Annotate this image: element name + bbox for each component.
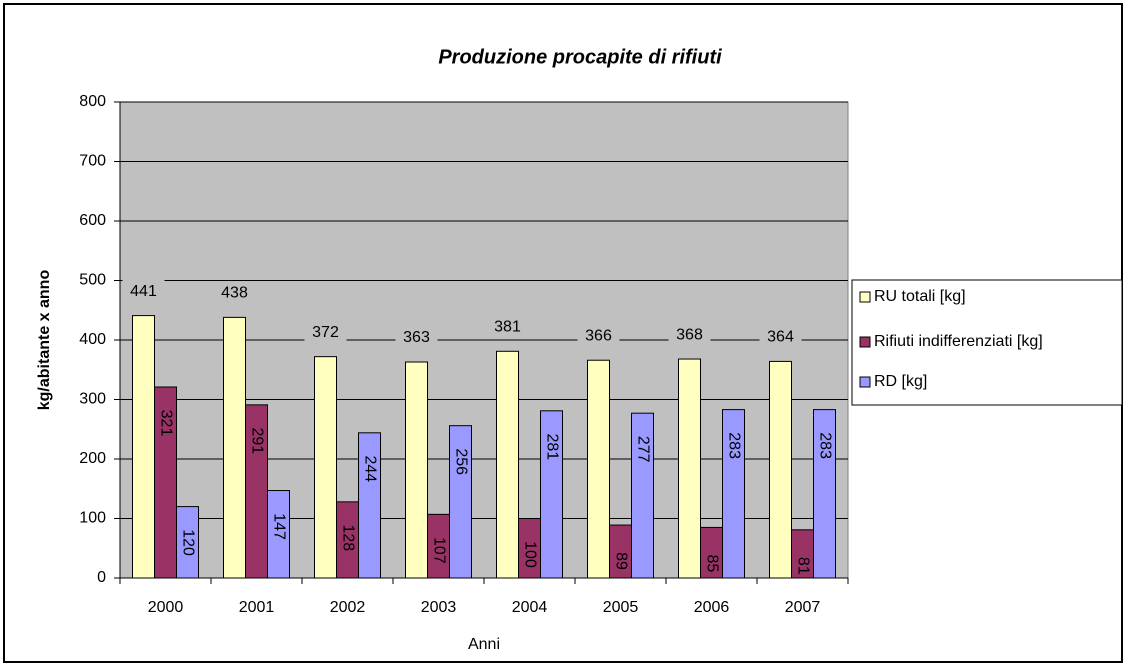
bar (678, 358, 701, 579)
x-tick-label: 2001 (239, 599, 275, 616)
bar (813, 409, 836, 579)
data-label: 381 (494, 319, 521, 336)
bar (631, 412, 654, 579)
data-label: 81 (794, 557, 811, 575)
legend-swatch (859, 376, 871, 388)
data-label: 120 (179, 529, 196, 556)
data-label: 368 (676, 326, 703, 343)
x-tick-label: 2002 (330, 599, 366, 616)
y-tick-label: 800 (79, 93, 106, 110)
y-tick-label: 200 (79, 450, 106, 467)
legend-label: Rifiuti indifferenziati [kg] (874, 333, 1043, 350)
data-label: 438 (221, 285, 248, 302)
y-tick-label: 100 (79, 510, 106, 527)
data-label: 100 (521, 541, 538, 568)
bar (154, 386, 177, 579)
data-label: 363 (403, 329, 430, 346)
data-label: 107 (430, 537, 447, 564)
legend-swatch (859, 336, 871, 348)
bar (358, 432, 381, 579)
data-label-background (395, 326, 438, 349)
x-axis-title: Anni (468, 636, 500, 653)
data-label: 244 (361, 455, 378, 482)
bar (132, 315, 155, 579)
data-label: 364 (767, 329, 794, 346)
legend-label: RU totali [kg] (874, 288, 966, 305)
x-tick-label: 2000 (148, 599, 184, 616)
legend-label: RD [kg] (874, 373, 927, 390)
data-label: 321 (157, 410, 174, 437)
data-label-background (304, 320, 347, 343)
data-label: 441 (130, 283, 157, 300)
y-tick-label: 400 (79, 331, 106, 348)
data-label: 372 (312, 324, 339, 341)
bar (769, 360, 792, 579)
x-tick-label: 2006 (694, 599, 730, 616)
data-label: 85 (703, 555, 720, 573)
y-tick-label: 0 (97, 569, 106, 586)
data-label: 277 (634, 436, 651, 463)
bar (405, 361, 428, 579)
bar (267, 490, 290, 579)
bar (176, 506, 199, 579)
data-label-background (577, 324, 620, 347)
bar (587, 359, 610, 579)
y-axis-title: kg/abitante x anno (36, 270, 53, 411)
data-label: 291 (248, 428, 265, 455)
data-label: 281 (543, 433, 560, 460)
data-label: 283 (725, 432, 742, 459)
x-tick-label: 2004 (512, 599, 548, 616)
data-label: 256 (452, 448, 469, 475)
chart-title: Produzione procapite di rifiuti (438, 46, 722, 68)
y-tick-label: 300 (79, 391, 106, 408)
data-label-background (486, 315, 529, 338)
data-label: 283 (816, 432, 833, 459)
y-tick-label: 600 (79, 212, 106, 229)
bar (449, 425, 472, 579)
legend-box (851, 279, 1123, 406)
data-label-background (122, 279, 165, 302)
x-tick-label: 2005 (603, 599, 639, 616)
data-label: 366 (585, 327, 612, 344)
data-label: 128 (339, 524, 356, 551)
data-label-background (213, 281, 256, 304)
bar (496, 350, 519, 579)
x-tick-label: 2003 (421, 599, 457, 616)
bar (314, 356, 337, 579)
bar (223, 316, 246, 579)
y-tick-label: 500 (79, 272, 106, 289)
x-tick-label: 2007 (785, 599, 821, 616)
y-tick-label: 700 (79, 153, 106, 170)
bar (540, 410, 563, 579)
data-label-background (759, 325, 802, 348)
data-label: 89 (612, 552, 629, 570)
data-label-background (668, 323, 711, 346)
bar (722, 409, 745, 579)
data-label: 147 (270, 513, 287, 540)
legend-swatch (859, 291, 871, 303)
